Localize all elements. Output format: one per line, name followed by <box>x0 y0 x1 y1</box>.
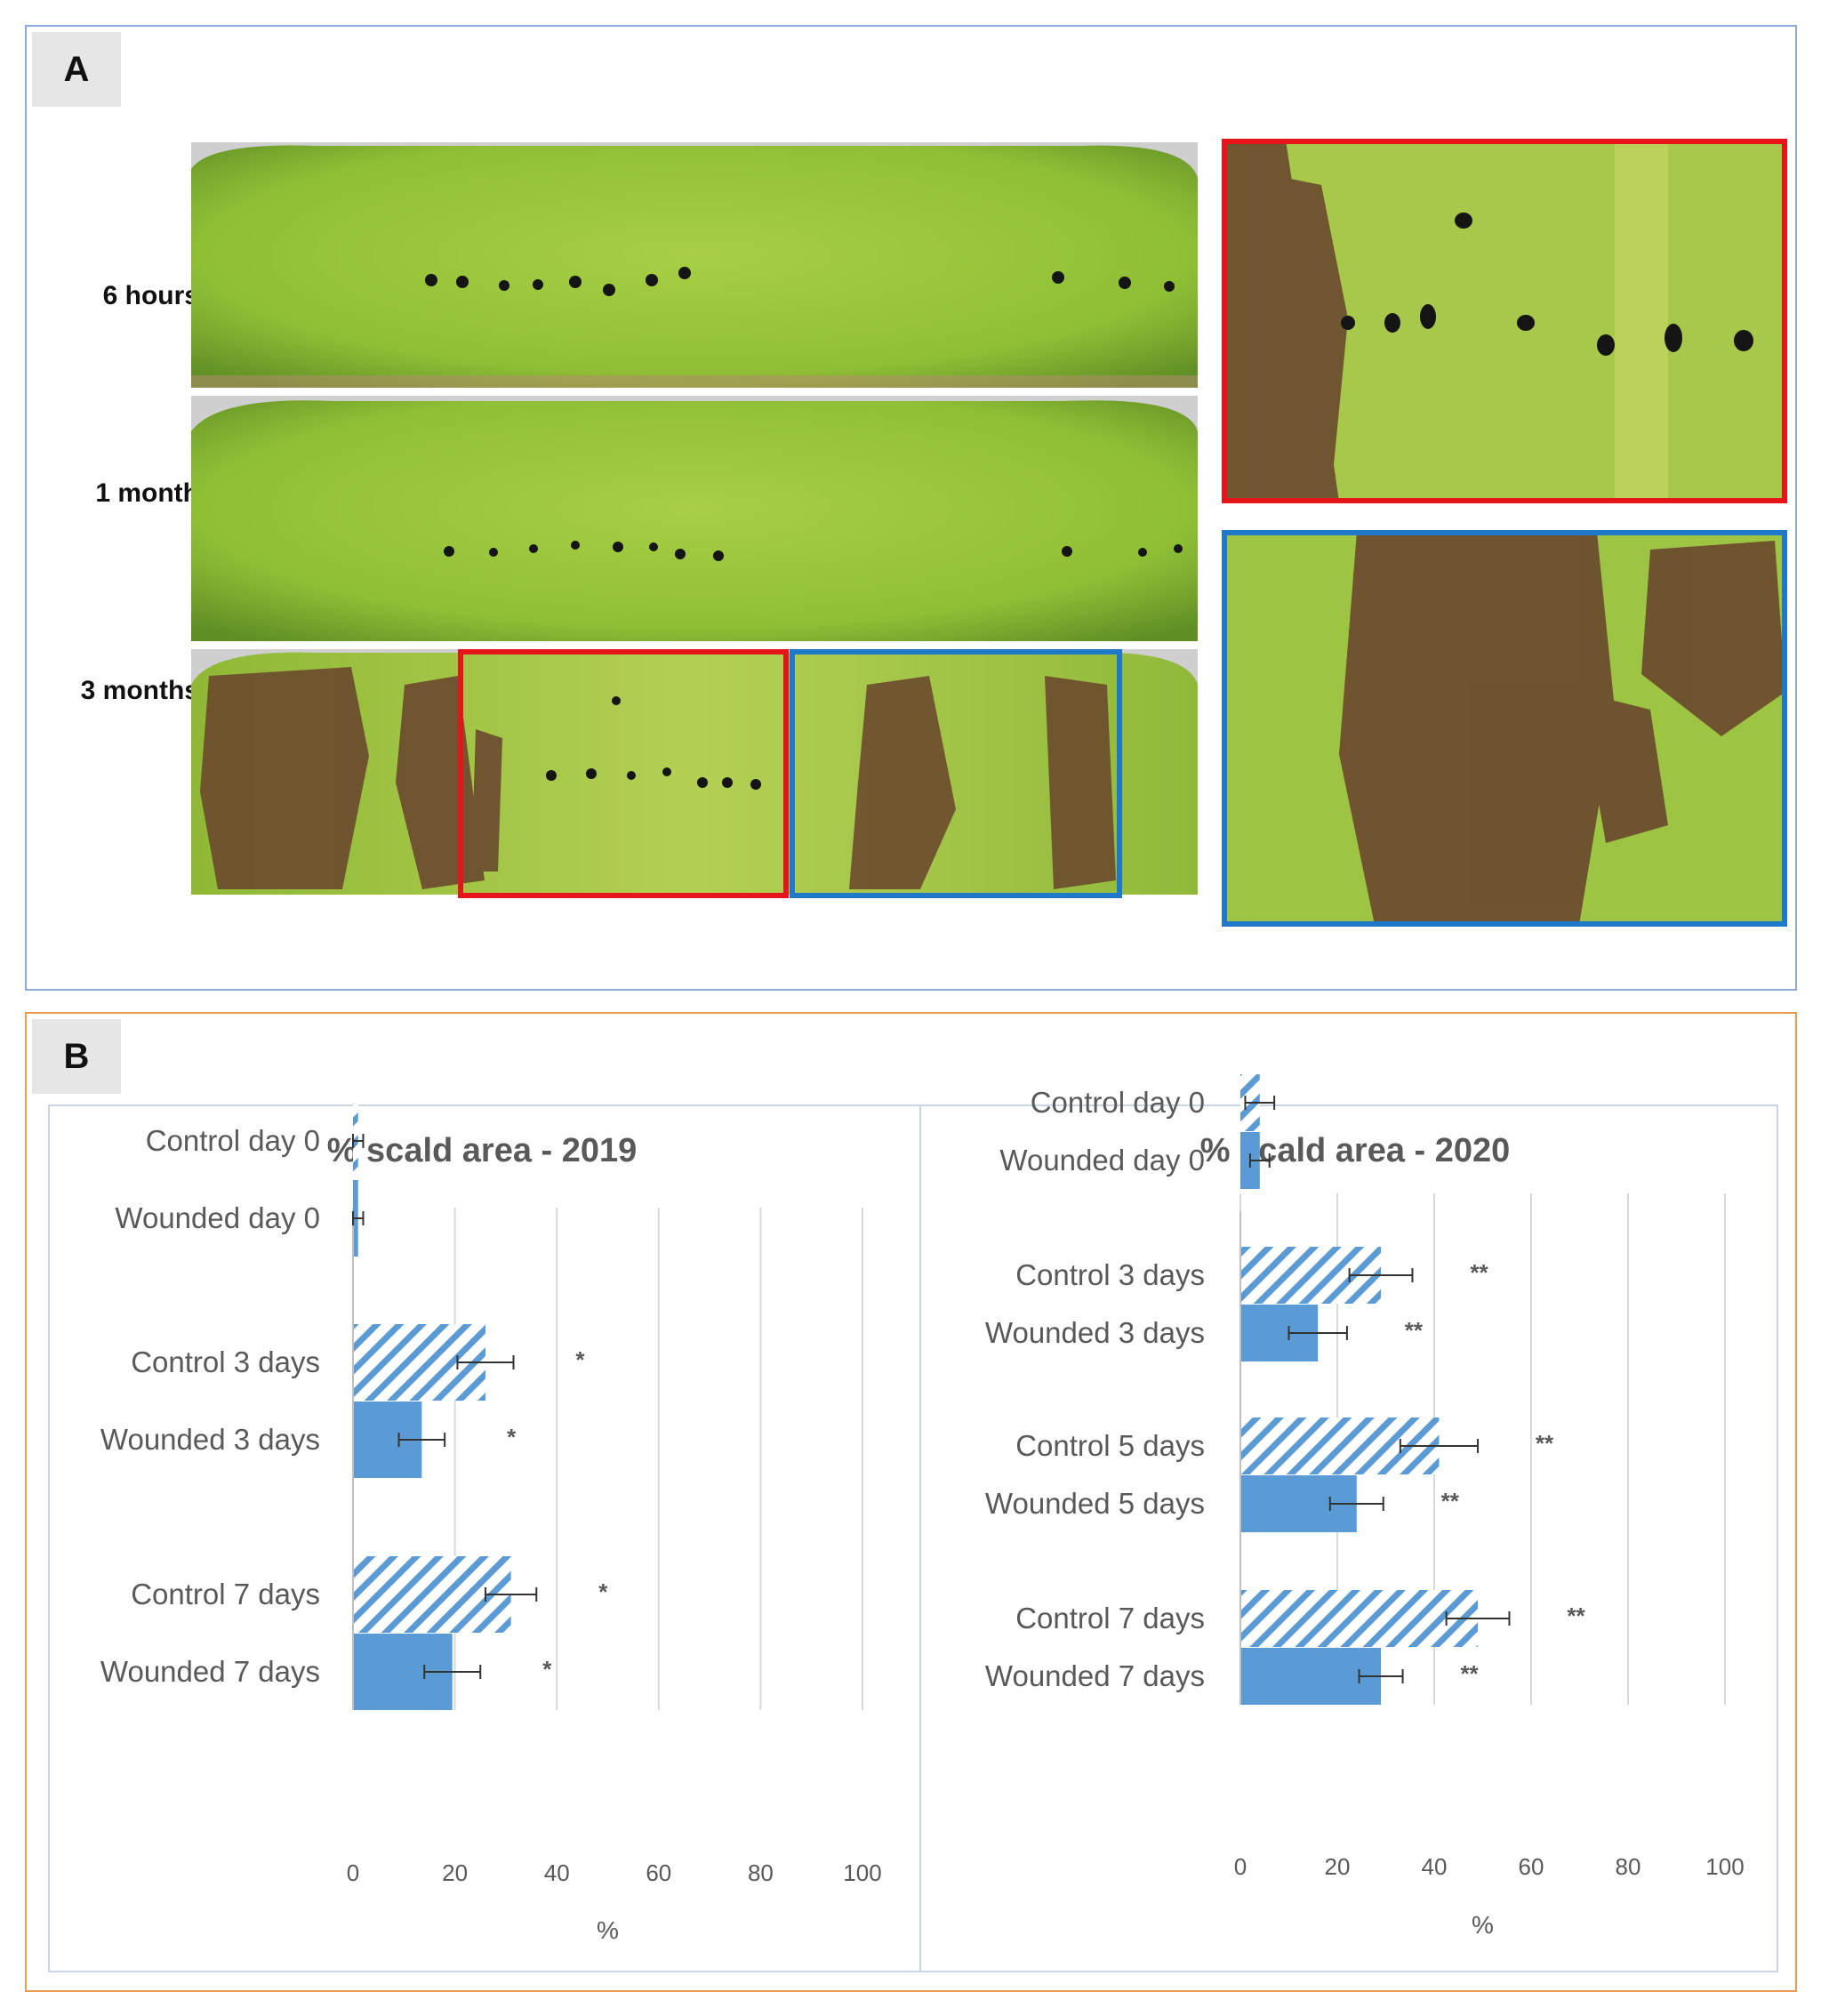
category-label-2020-control-day-0: Control day 0 <box>1031 1086 1205 1119</box>
category-label-2019-control-day-0: Control day 0 <box>146 1124 320 1157</box>
apple-photo-6-hours <box>191 142 1198 388</box>
x-tick-label-2020-60: 60 <box>1519 1853 1544 1880</box>
x-axis-title-2019: % <box>597 1916 619 1944</box>
x-axis-title-2020: % <box>1472 1911 1494 1939</box>
x-tick-label-2019-60: 60 <box>646 1859 671 1886</box>
significance-marker-2019-wounded-3-days: * <box>507 1424 517 1450</box>
panel-b-letter: B <box>32 1019 121 1094</box>
category-label-2020-control-5-days: Control 5 days <box>1015 1429 1205 1462</box>
category-label-2019-wounded-3-days: Wounded 3 days <box>100 1423 320 1456</box>
zoom-frame-blue <box>1222 530 1787 927</box>
significance-marker-2020-control-3-days: ** <box>1470 1259 1488 1286</box>
chart-divider <box>919 1104 921 1972</box>
zoom-frame-red <box>1222 139 1787 503</box>
row-label-6-hours: 6 hours <box>102 281 199 310</box>
significance-marker-2019-wounded-7-days: * <box>542 1656 552 1683</box>
apple-photo-1-month <box>191 396 1198 641</box>
significance-marker-2020-wounded-3-days: ** <box>1405 1317 1424 1344</box>
panel-a: A 6 hours 1 month 3 months <box>25 25 1797 991</box>
x-tick-label-2019-20: 20 <box>442 1859 468 1886</box>
zoom-photo-blue <box>1223 532 1785 925</box>
significance-marker-2020-wounded-7-days: ** <box>1460 1660 1479 1687</box>
row-label-3-months: 3 months <box>80 676 199 705</box>
significance-marker-2019-control-7-days: * <box>598 1578 608 1605</box>
category-label-2020-wounded-5-days: Wounded 5 days <box>985 1487 1205 1520</box>
chart-frame <box>48 1104 1778 1972</box>
x-tick-label-2019-80: 80 <box>748 1859 774 1886</box>
x-tick-label-2020-20: 20 <box>1325 1853 1351 1880</box>
category-label-2020-wounded-3-days: Wounded 3 days <box>985 1316 1205 1349</box>
bar-2020-control-7-days <box>1240 1590 1479 1647</box>
category-label-2020-wounded-7-days: Wounded 7 days <box>985 1659 1205 1692</box>
x-tick-label-2019-0: 0 <box>347 1859 359 1886</box>
significance-marker-2020-control-7-days: ** <box>1567 1602 1585 1629</box>
significance-marker-2020-wounded-5-days: ** <box>1441 1488 1460 1514</box>
x-tick-label-2020-0: 0 <box>1234 1853 1247 1880</box>
significance-marker-2020-control-5-days: ** <box>1536 1430 1554 1457</box>
x-tick-label-2020-100: 100 <box>1705 1853 1744 1880</box>
bar-2020-wounded-7-days <box>1240 1648 1382 1705</box>
category-label-2019-wounded-day-0: Wounded day 0 <box>115 1201 320 1234</box>
chart-title-2019: % scald area - 2019 <box>327 1132 638 1169</box>
significance-marker-2019-control-3-days: * <box>575 1346 585 1373</box>
panel-a-letter: A <box>32 32 121 107</box>
category-label-2019-control-3-days: Control 3 days <box>131 1345 320 1378</box>
panel-b: B % scald area - 2019 0 20 40 60 80 100% Contro… <box>25 1012 1797 1992</box>
blue-highlight-frame <box>790 649 1122 898</box>
charts-svg: % scald area - 2019 0 20 40 60 80 100% Control … <box>100 1074 1745 1944</box>
category-label-2020-control-7-days: Control 7 days <box>1015 1602 1205 1634</box>
row-label-1-month: 1 month <box>95 478 199 508</box>
x-tick-label-2019-100: 100 <box>843 1859 881 1886</box>
category-label-2020-control-3-days: Control 3 days <box>1015 1258 1205 1291</box>
x-tick-label-2020-40: 40 <box>1422 1853 1448 1880</box>
red-highlight-frame <box>458 649 789 898</box>
category-label-2020-wounded-day-0: Wounded day 0 <box>999 1144 1205 1177</box>
category-label-2019-wounded-7-days: Wounded 7 days <box>100 1655 320 1688</box>
x-tick-label-2020-80: 80 <box>1616 1853 1641 1880</box>
zoom-photo-red <box>1223 141 1785 502</box>
category-label-2019-control-7-days: Control 7 days <box>131 1578 320 1610</box>
x-tick-label-2019-40: 40 <box>544 1859 570 1886</box>
